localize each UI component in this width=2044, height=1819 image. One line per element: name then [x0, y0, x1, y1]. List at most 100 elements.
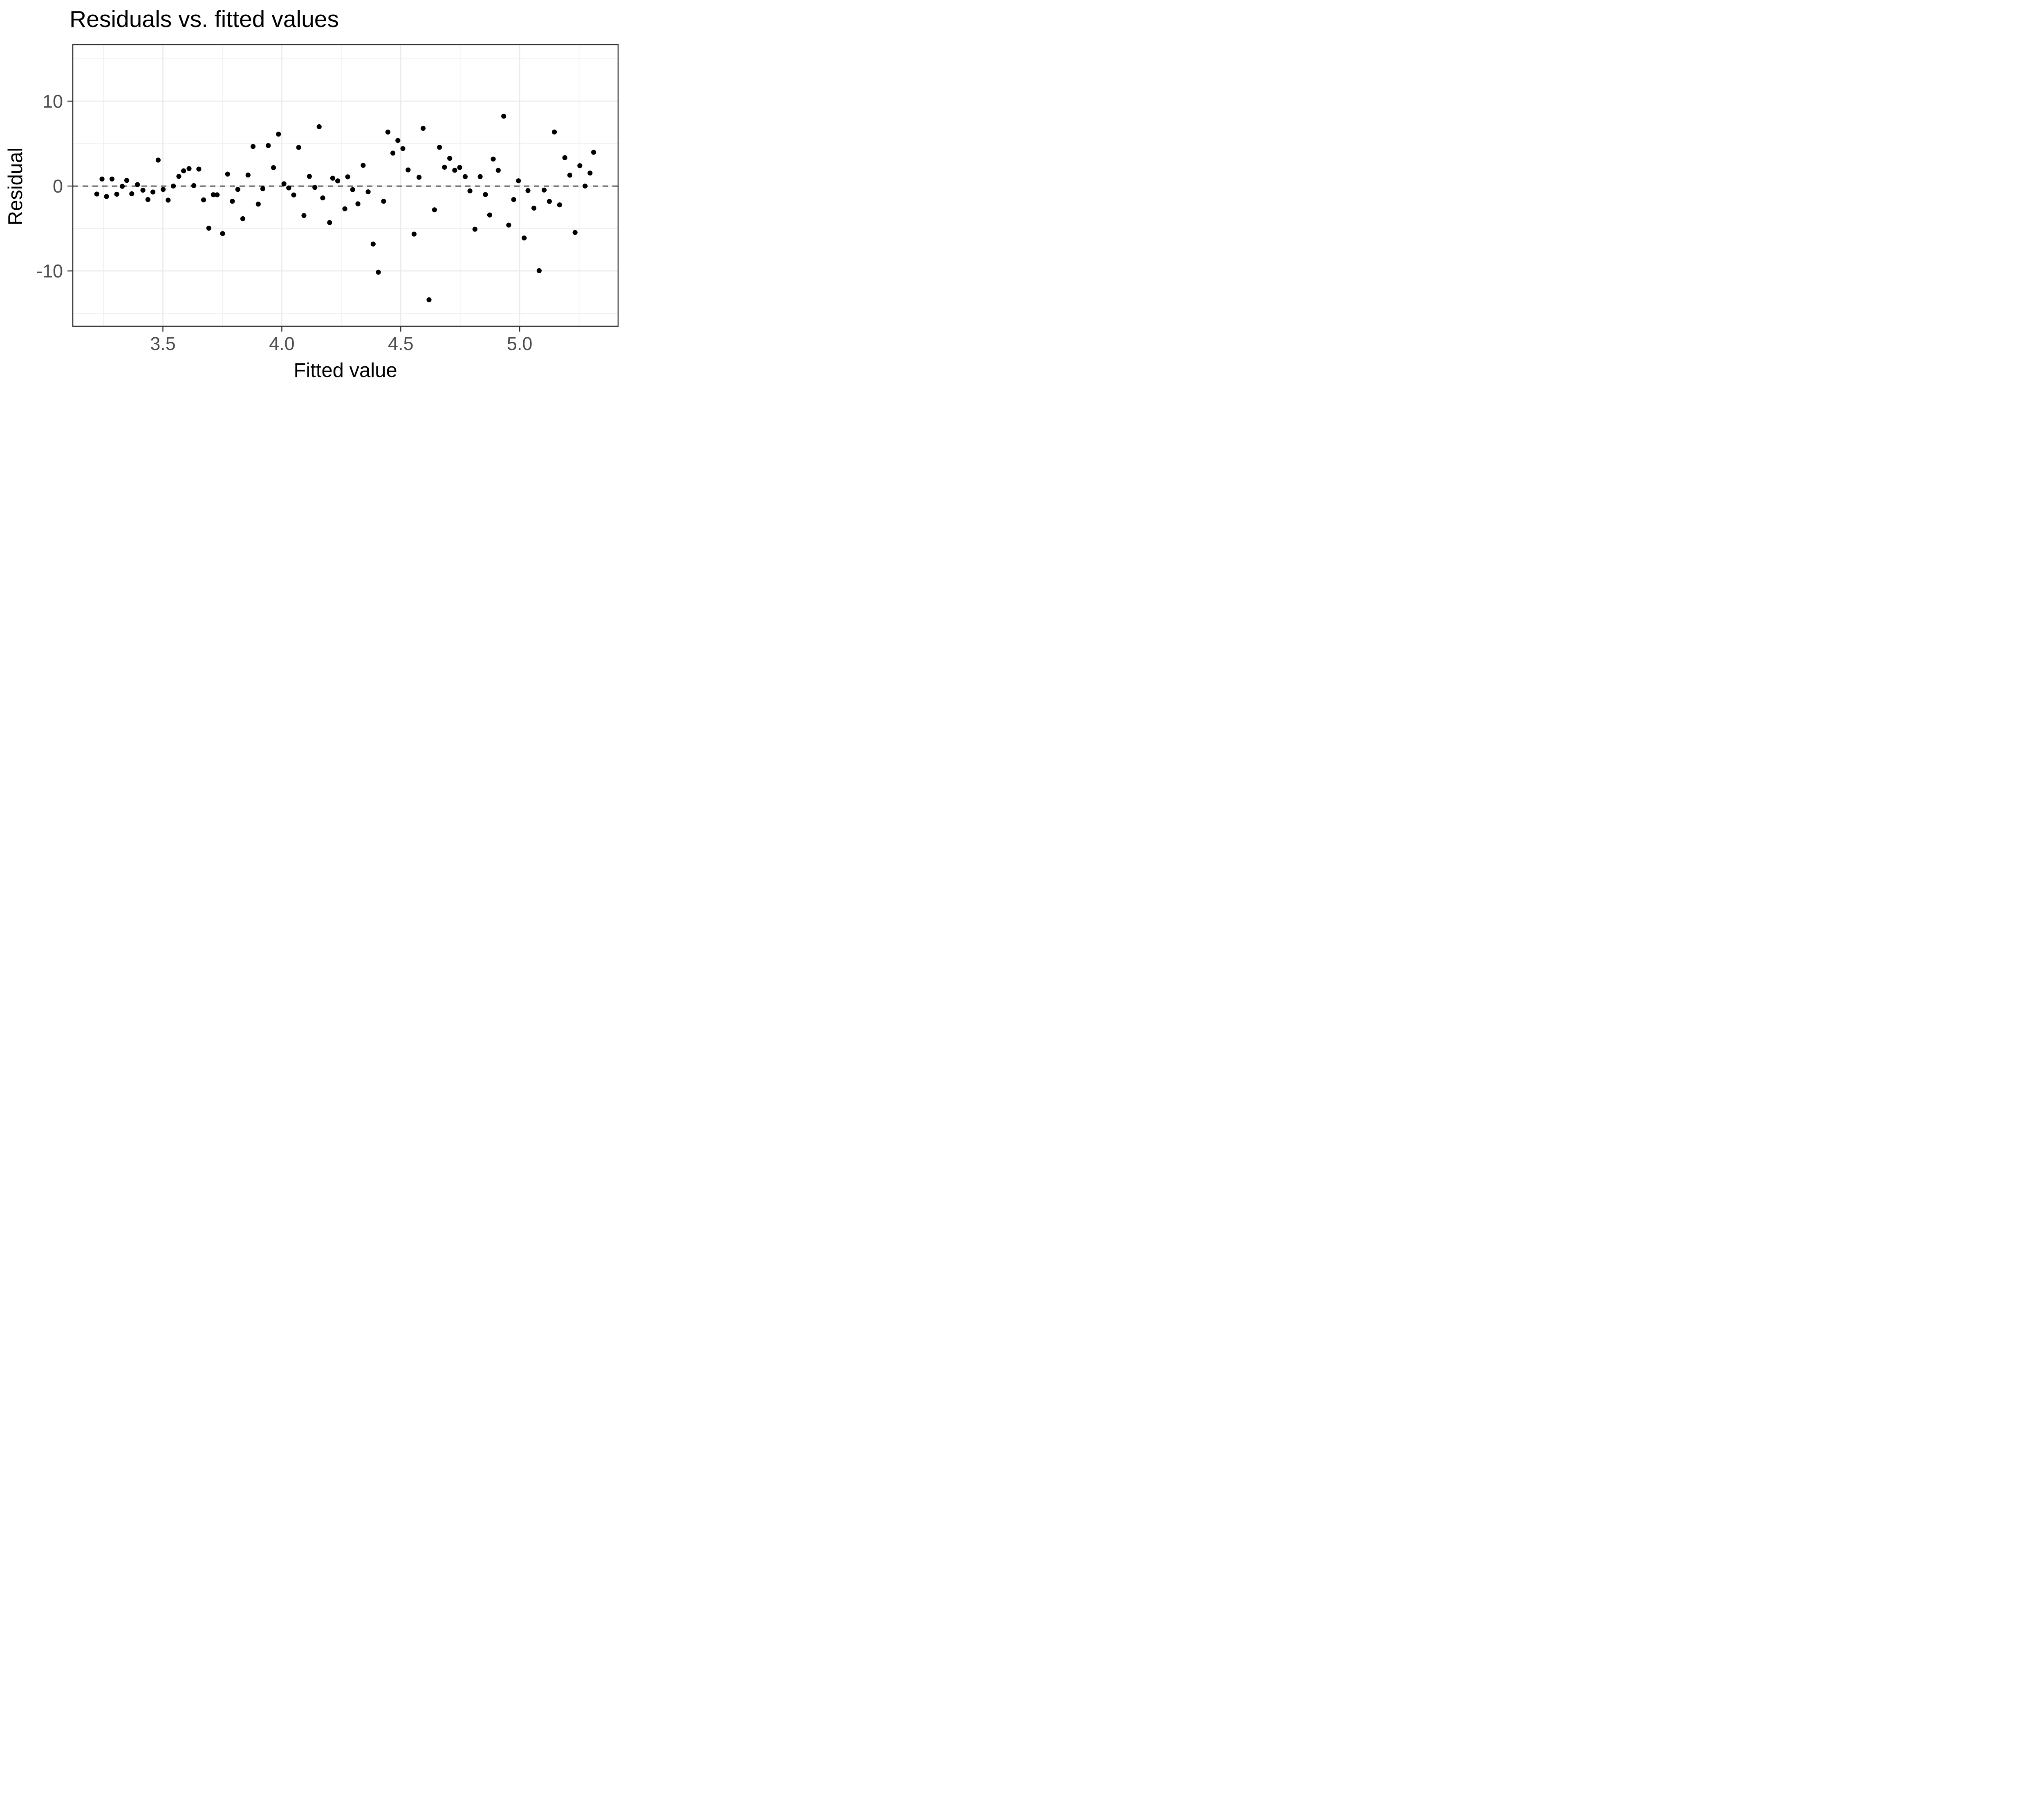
data-point: [235, 187, 240, 192]
data-point: [477, 174, 483, 179]
data-point: [150, 189, 156, 195]
data-point: [452, 168, 457, 173]
data-point: [342, 206, 347, 211]
data-point: [155, 157, 161, 163]
data-point: [536, 268, 542, 274]
data-point: [181, 168, 186, 173]
data-point: [206, 225, 211, 231]
data-point: [416, 175, 422, 180]
data-point: [99, 176, 105, 182]
data-point: [307, 174, 312, 179]
data-point: [286, 185, 291, 191]
data-point: [495, 168, 501, 173]
data-point: [240, 216, 246, 222]
data-point: [551, 129, 557, 135]
data-point: [432, 207, 437, 213]
data-point: [316, 124, 322, 130]
figure: Residuals vs. fitted values 3.5 4.0 4.5 5.0…: [0, 0, 630, 389]
data-point: [119, 184, 125, 189]
data-point: [186, 166, 192, 171]
data-point: [541, 187, 547, 193]
data-point: [361, 163, 366, 168]
data-point: [442, 164, 447, 170]
data-point: [483, 192, 488, 197]
data-point: [220, 231, 225, 236]
data-point: [330, 175, 335, 181]
data-point: [426, 297, 432, 303]
data-point: [420, 126, 426, 131]
gridlines-minor: [73, 45, 618, 326]
x-tick-label: 4.5: [388, 333, 414, 354]
data-point: [145, 197, 150, 202]
data-point: [320, 195, 325, 201]
data-point: [411, 231, 417, 237]
data-point: [281, 181, 287, 186]
data-point: [376, 269, 381, 275]
data-point: [447, 156, 453, 161]
y-tick-label: -10: [36, 261, 63, 282]
data-point: [467, 188, 473, 193]
data-point: [487, 212, 492, 218]
x-tick-label: 5.0: [507, 333, 533, 354]
data-point: [296, 145, 301, 150]
data-point: [572, 230, 578, 235]
data-point: [562, 155, 567, 160]
data-point: [406, 167, 411, 173]
data-point: [437, 145, 442, 150]
data-point: [531, 205, 537, 211]
data-point: [129, 191, 134, 197]
data-point: [557, 202, 562, 208]
scatter-plot: 3.5 4.0 4.5 5.0 -10 0 10: [36, 44, 619, 354]
data-point: [587, 170, 593, 176]
data-point: [109, 176, 115, 182]
data-point: [350, 187, 355, 192]
data-point: [547, 199, 552, 204]
data-point: [381, 199, 386, 204]
panel-border: [72, 44, 619, 327]
data-point: [215, 192, 220, 197]
data-point: [260, 186, 265, 191]
data-point: [245, 172, 251, 178]
y-tick-label: 10: [43, 91, 63, 112]
y-axis-title: Residual: [4, 147, 27, 226]
plot-panel: [73, 45, 618, 326]
data-point: [291, 192, 296, 197]
data-point: [567, 173, 573, 178]
data-point: [312, 185, 318, 190]
data-point: [522, 236, 527, 241]
data-point: [225, 171, 230, 177]
data-point: [166, 197, 171, 203]
data-point: [457, 165, 462, 170]
data-point: [511, 197, 516, 202]
data-point: [577, 163, 583, 168]
data-point: [170, 183, 176, 189]
data-point: [385, 129, 390, 135]
axis-tick-labels: 3.5 4.0 4.5 5.0 -10 0 10: [36, 91, 532, 354]
data-point: [591, 150, 596, 155]
chart-title: Residuals vs. fitted values: [69, 6, 339, 32]
data-point: [271, 165, 276, 170]
y-tick-label: 0: [53, 176, 63, 197]
data-point: [256, 202, 261, 207]
data-point: [191, 183, 197, 188]
data-point: [390, 150, 396, 156]
data-point: [104, 194, 109, 199]
data-point: [345, 174, 350, 179]
data-points: [94, 114, 596, 303]
data-point: [135, 182, 140, 187]
data-point: [370, 241, 376, 247]
x-axis-title: Fitted value: [294, 359, 397, 381]
data-point: [365, 189, 371, 195]
data-point: [140, 188, 146, 193]
data-point: [301, 213, 307, 218]
data-point: [250, 144, 256, 149]
data-point: [516, 178, 521, 184]
data-point: [230, 199, 235, 204]
data-point: [506, 222, 511, 228]
data-point: [114, 191, 119, 197]
data-point: [211, 192, 216, 197]
axis-ticks: [67, 101, 520, 332]
data-point: [266, 143, 271, 148]
x-tick-label: 4.0: [269, 333, 295, 354]
data-point: [525, 188, 531, 193]
